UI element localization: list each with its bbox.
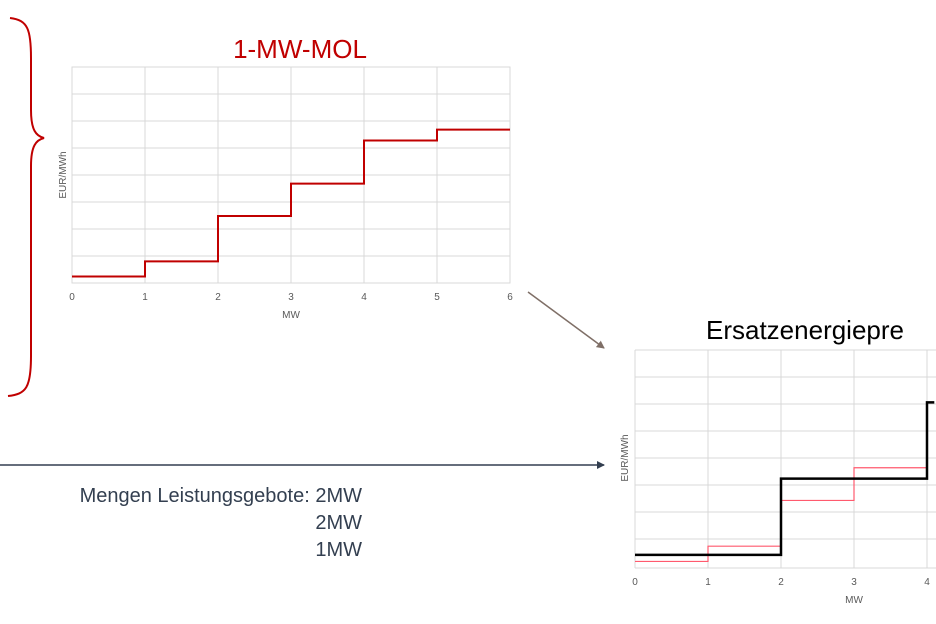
mol-x-tick: 6 [507, 292, 513, 303]
mol-step-line [72, 128, 510, 278]
mol-x-tick: 3 [288, 292, 294, 303]
price-chart: Ersatzenergiepre 0 1 2 3 4 MW EUR/MWh [620, 315, 936, 606]
diagonal-arrow [527, 291, 605, 349]
mol-chart-title: 1-MW-MOL [233, 34, 367, 64]
price-x-tick: 2 [778, 577, 784, 588]
price-x-tick: 4 [924, 577, 930, 588]
mol-plot-frame [71, 66, 511, 284]
mol-x-tick: 5 [434, 292, 440, 303]
price-y-axis-label: EUR/MWh [620, 434, 631, 481]
mol-y-axis-label: EUR/MWh [58, 151, 69, 198]
mol-x-tick: 4 [361, 292, 367, 303]
price-x-tick: 3 [851, 577, 857, 588]
mol-x-axis-label: MW [282, 310, 300, 321]
mol-x-tick: 0 [69, 292, 75, 303]
quantity-value: 1MW [315, 539, 362, 561]
quantity-value: 2MW [315, 512, 362, 534]
quantities-label: Mengen Leistungsgebote: [80, 485, 310, 507]
quantities-block: Mengen Leistungsgebote: 2MW 2MW 1MW [80, 485, 363, 561]
mol-x-tick: 2 [215, 292, 221, 303]
quantity-value: 2MW [315, 485, 362, 507]
curly-brace [7, 17, 45, 397]
price-step-line [635, 401, 935, 557]
price-x-tick: 0 [632, 577, 638, 588]
mol-chart: 1-MW-MOL 0 1 2 3 4 5 6 MW EUR/MWh [58, 34, 513, 321]
price-grid [634, 349, 936, 569]
mol-grid [71, 66, 511, 284]
price-x-axis-label: MW [845, 595, 863, 606]
price-chart-title: Ersatzenergiepre [706, 315, 904, 345]
mol-x-tick: 1 [142, 292, 148, 303]
quantities-line-1: Mengen Leistungsgebote: 2MW [80, 485, 363, 507]
price-x-tick: 1 [705, 577, 711, 588]
